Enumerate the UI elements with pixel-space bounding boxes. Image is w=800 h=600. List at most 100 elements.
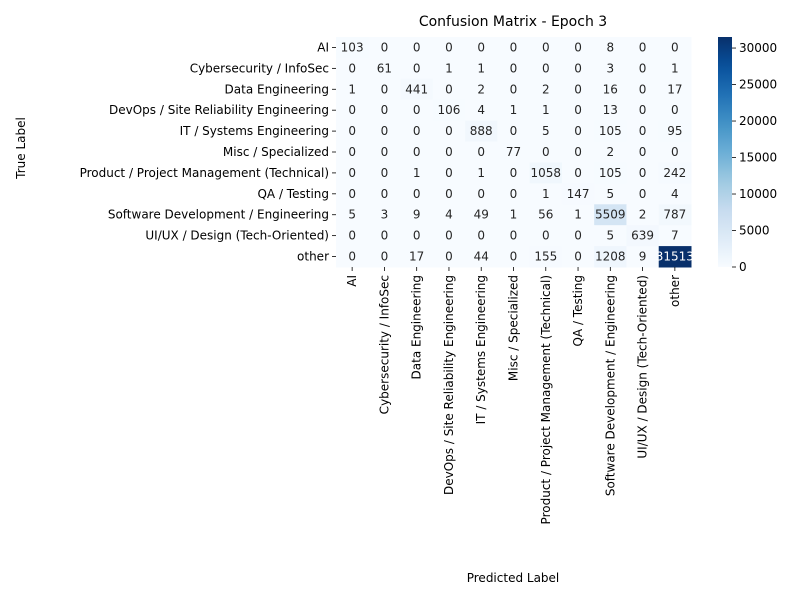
cell-value-label: 0 — [477, 40, 485, 54]
x-tick-label: Product / Project Management (Technical) — [539, 275, 553, 524]
heatmap-cell — [529, 183, 563, 205]
heatmap-cell — [336, 183, 369, 205]
heatmap-cell — [658, 37, 692, 59]
cell-value-label: 1 — [413, 166, 421, 180]
cell-value-label: 1058 — [530, 166, 561, 180]
cell-value-label: 77 — [506, 145, 521, 159]
heatmap-cell — [336, 37, 369, 59]
heatmap-cell — [561, 78, 595, 101]
heatmap-cell — [497, 57, 531, 80]
cell-value-label: 0 — [542, 145, 550, 159]
cell-value-label: 0 — [542, 229, 550, 243]
heatmap-cell — [561, 37, 595, 59]
cell-value-label: 0 — [510, 187, 518, 201]
cell-value-label: 0 — [574, 166, 582, 180]
cell-value-label: 1 — [477, 61, 485, 75]
y-tick-label: QA / Testing — [257, 187, 329, 201]
heatmap-cell — [368, 183, 402, 205]
heatmap-cell — [529, 204, 563, 226]
cell-value-label: 1208 — [595, 250, 626, 264]
cell-value-label: 0 — [639, 187, 647, 201]
cell-value-label: 0 — [381, 229, 389, 243]
x-axis-label: Predicted Label — [467, 571, 560, 585]
heatmap-cell — [561, 141, 595, 163]
heatmap-cell — [368, 99, 402, 122]
heatmap-cell — [336, 78, 369, 101]
heatmap-cell — [594, 141, 627, 163]
x-tick-label: QA / Testing — [571, 275, 585, 347]
heatmap-cell — [497, 225, 531, 247]
y-tick-label: Misc / Specialized — [223, 145, 329, 159]
heatmap-cell — [658, 57, 692, 80]
cell-value-label: 105 — [599, 124, 622, 138]
heatmap-cell — [594, 37, 627, 59]
heatmap-cell — [432, 162, 466, 184]
heatmap-cell — [368, 141, 402, 163]
cell-value-label: 1 — [671, 61, 679, 75]
heatmap-cell — [529, 246, 563, 268]
cell-value-label: 0 — [445, 82, 453, 96]
cell-value-label: 0 — [445, 229, 453, 243]
heatmap-cell — [497, 78, 531, 101]
heatmap-cell — [626, 246, 660, 268]
cell-value-label: 0 — [574, 145, 582, 159]
heatmap-cells: 103 0 0 0 0 0 0 0 8 0 00 61 0 1 1 0 0 0 3 0 11 0 441 0 2 0 2 0 16 0 17… — [336, 37, 694, 268]
colorbar-tick-label: 10000 — [739, 187, 777, 201]
cell-value-label: 61 — [377, 61, 392, 75]
x-tick-label: Data Engineering — [410, 275, 424, 379]
cell-value-label: 7 — [671, 229, 679, 243]
heatmap-cell — [658, 204, 692, 226]
cell-value-label: 5509 — [595, 208, 626, 222]
heatmap-cell — [400, 204, 434, 226]
colorbar — [718, 37, 732, 267]
cell-value-label: 3 — [381, 208, 389, 222]
cell-value-label: 787 — [663, 208, 686, 222]
heatmap-cell — [336, 246, 369, 268]
cell-value-label: 8 — [606, 40, 614, 54]
cell-value-label: 0 — [348, 166, 356, 180]
colorbar-tick-label: 30000 — [739, 41, 777, 55]
cell-value-label: 0 — [348, 229, 356, 243]
heatmap-cell — [465, 37, 498, 59]
cell-value-label: 1 — [348, 82, 356, 96]
heatmap-cell — [626, 78, 660, 101]
cell-value-label: 0 — [445, 124, 453, 138]
cell-value-label: 1 — [542, 187, 550, 201]
heatmap-cell — [626, 225, 660, 247]
cell-value-label: 0 — [510, 166, 518, 180]
y-axis-label: True Label — [14, 117, 28, 180]
heatmap-cell — [658, 225, 692, 247]
cell-value-label: 0 — [348, 145, 356, 159]
heatmap-cell — [626, 120, 660, 143]
heatmap-cell — [626, 204, 660, 226]
cell-value-label: 4 — [445, 208, 453, 222]
cell-value-label: 888 — [470, 124, 493, 138]
cell-value-label: 0 — [348, 250, 356, 264]
heatmap-cell — [465, 78, 498, 101]
x-tick-label: Misc / Specialized — [507, 275, 521, 381]
heatmap-cell — [497, 99, 531, 122]
heatmap-cell — [529, 141, 563, 163]
heatmap-cell — [400, 183, 434, 205]
cell-value-label: 1 — [510, 208, 518, 222]
heatmap-cell — [594, 225, 627, 247]
heatmap-cell — [465, 141, 498, 163]
cell-value-label: 0 — [381, 166, 389, 180]
cell-value-label: 0 — [639, 103, 647, 117]
heatmap-cell — [658, 120, 692, 143]
heatmap-cell — [626, 183, 660, 205]
colorbar-tick-label: 0 — [739, 260, 747, 274]
x-tick-label: Software Development / Engineering — [603, 275, 617, 496]
heatmap-cell — [658, 246, 692, 268]
cell-value-label: 2 — [477, 82, 485, 96]
x-tick-label: Cybersecurity / InfoSec — [377, 275, 391, 414]
y-tick-label: Software Development / Engineering — [108, 208, 329, 222]
heatmap-cell — [561, 57, 595, 80]
x-tick-label: UI/UX / Design (Tech-Oriented) — [636, 275, 650, 459]
y-tick-labels: AI Cybersecurity / InfoSec Data Engineerin… — [80, 40, 336, 264]
cell-value-label: 0 — [639, 40, 647, 54]
cell-value-label: 0 — [445, 187, 453, 201]
heatmap-cell — [626, 141, 660, 163]
y-tick-label: DevOps / Site Reliability Engineering — [109, 103, 329, 117]
heatmap-cell — [465, 120, 498, 143]
